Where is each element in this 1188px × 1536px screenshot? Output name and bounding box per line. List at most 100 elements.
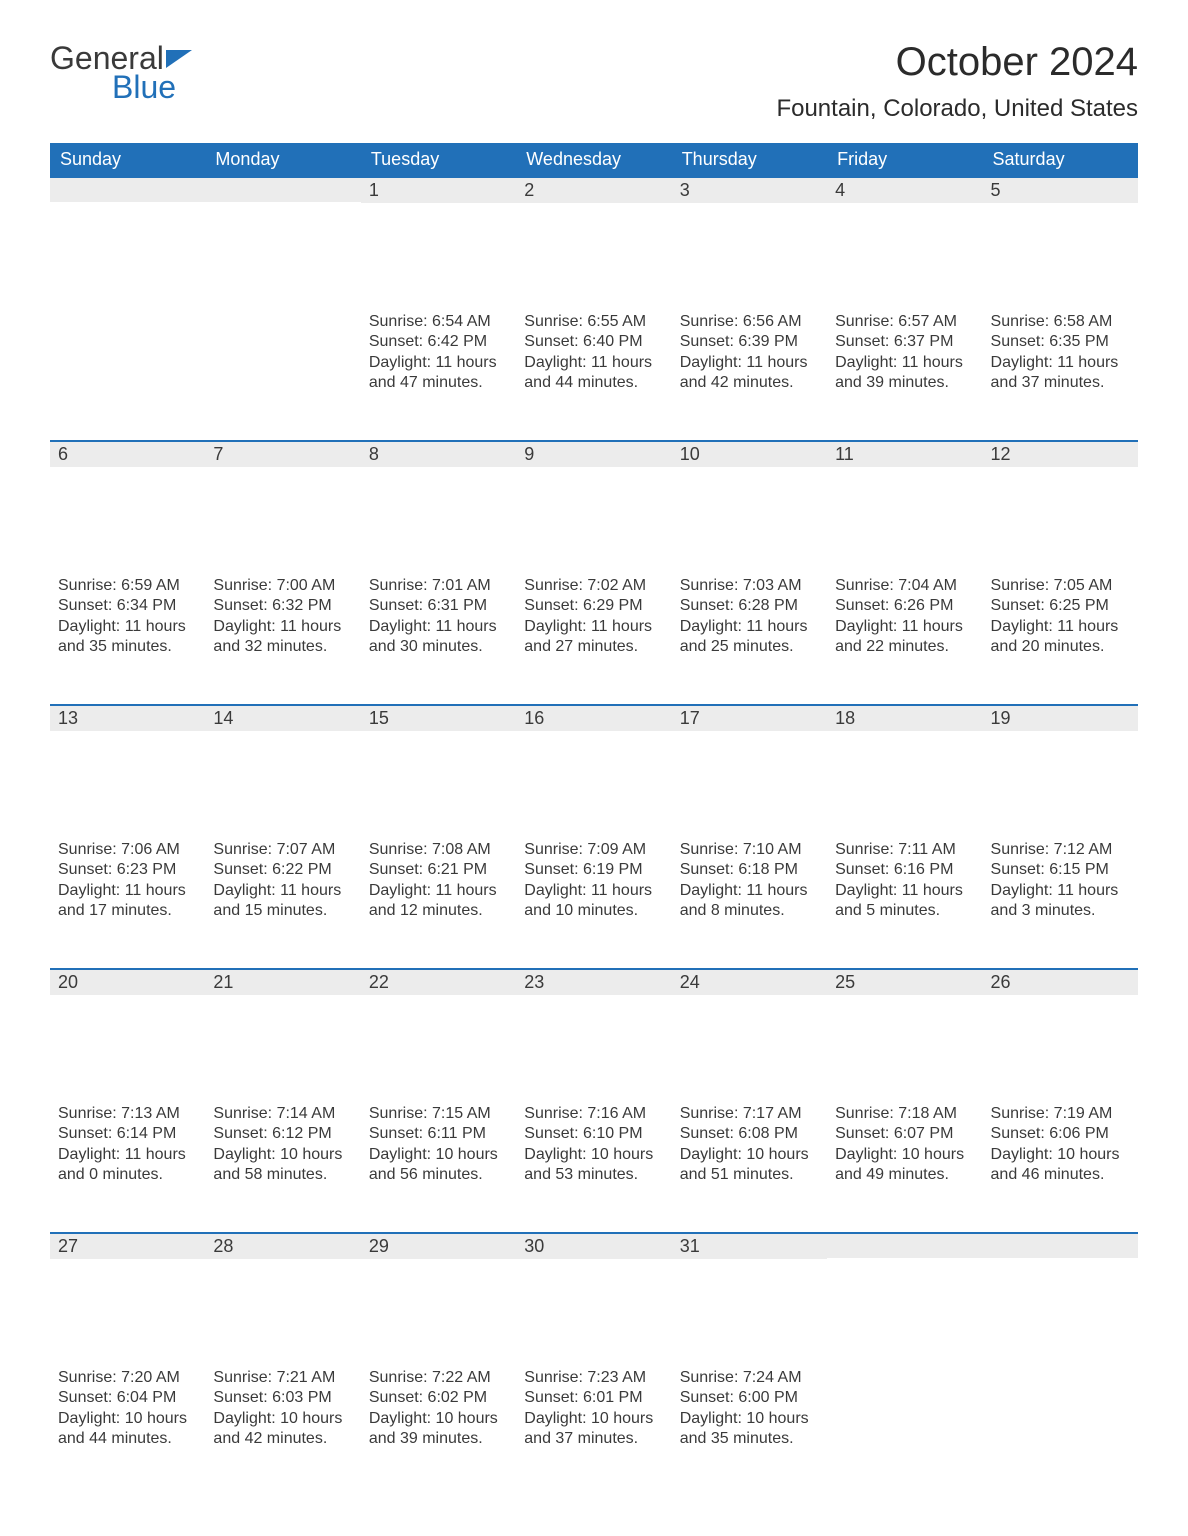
calendar-cell-head [50, 176, 205, 308]
calendar-cell-body: Sunrise: 6:55 AMSunset: 6:40 PMDaylight:… [516, 308, 671, 440]
calendar-cell-head: 9 [516, 440, 671, 572]
weekday-header: Monday [205, 143, 360, 176]
day-details: Sunrise: 7:19 AMSunset: 6:06 PMDaylight:… [983, 1100, 1138, 1204]
daylight-line: Daylight: 10 hours and 46 minutes. [991, 1145, 1130, 1186]
sunset-line: Sunset: 6:19 PM [524, 860, 663, 880]
day-number: 15 [361, 704, 516, 731]
day-details: Sunrise: 7:10 AMSunset: 6:18 PMDaylight:… [672, 836, 827, 940]
calendar-cell-body: Sunrise: 7:20 AMSunset: 6:04 PMDaylight:… [50, 1364, 205, 1496]
sunrise-line: Sunrise: 7:08 AM [369, 840, 508, 860]
day-details: Sunrise: 7:23 AMSunset: 6:01 PMDaylight:… [516, 1364, 671, 1468]
day-details: Sunrise: 7:17 AMSunset: 6:08 PMDaylight:… [672, 1100, 827, 1204]
daylight-line: Daylight: 10 hours and 56 minutes. [369, 1145, 508, 1186]
sunset-line: Sunset: 6:22 PM [213, 860, 352, 880]
day-details: Sunrise: 7:06 AMSunset: 6:23 PMDaylight:… [50, 836, 205, 940]
sunset-line: Sunset: 6:32 PM [213, 596, 352, 616]
daylight-line: Daylight: 11 hours and 30 minutes. [369, 617, 508, 658]
day-details: Sunrise: 7:08 AMSunset: 6:21 PMDaylight:… [361, 836, 516, 940]
day-details: Sunrise: 7:05 AMSunset: 6:25 PMDaylight:… [983, 572, 1138, 676]
day-details: Sunrise: 6:54 AMSunset: 6:42 PMDaylight:… [361, 308, 516, 412]
calendar-cell-head: 3 [672, 176, 827, 308]
month-title: October 2024 [776, 40, 1138, 85]
day-details: Sunrise: 6:56 AMSunset: 6:39 PMDaylight:… [672, 308, 827, 412]
calendar-cell-head: 12 [983, 440, 1138, 572]
day-details: Sunrise: 7:22 AMSunset: 6:02 PMDaylight:… [361, 1364, 516, 1468]
sunset-line: Sunset: 6:35 PM [991, 332, 1130, 352]
sunrise-line: Sunrise: 7:16 AM [524, 1104, 663, 1124]
sunset-line: Sunset: 6:23 PM [58, 860, 197, 880]
calendar-cell-body: Sunrise: 7:10 AMSunset: 6:18 PMDaylight:… [672, 836, 827, 968]
sunset-line: Sunset: 6:07 PM [835, 1124, 974, 1144]
sunset-line: Sunset: 6:03 PM [213, 1388, 352, 1408]
logo-word-2: Blue [112, 69, 192, 106]
day-details: Sunrise: 7:16 AMSunset: 6:10 PMDaylight:… [516, 1100, 671, 1204]
calendar-cell-body: Sunrise: 7:17 AMSunset: 6:08 PMDaylight:… [672, 1100, 827, 1232]
calendar-cell-head: 24 [672, 968, 827, 1100]
sunrise-line: Sunrise: 7:01 AM [369, 576, 508, 596]
day-details: Sunrise: 7:07 AMSunset: 6:22 PMDaylight:… [205, 836, 360, 940]
sunrise-line: Sunrise: 7:19 AM [991, 1104, 1130, 1124]
location-subtitle: Fountain, Colorado, United States [776, 95, 1138, 123]
calendar-cell-head: 23 [516, 968, 671, 1100]
calendar-cell-head: 31 [672, 1232, 827, 1364]
calendar-cell-body: Sunrise: 7:05 AMSunset: 6:25 PMDaylight:… [983, 572, 1138, 704]
daylight-line: Daylight: 11 hours and 42 minutes. [680, 353, 819, 394]
sunset-line: Sunset: 6:00 PM [680, 1388, 819, 1408]
calendar-cell-body: Sunrise: 7:15 AMSunset: 6:11 PMDaylight:… [361, 1100, 516, 1232]
calendar-cell-head: 20 [50, 968, 205, 1100]
logo-triangle-icon [166, 50, 192, 68]
calendar-cell-body: Sunrise: 7:19 AMSunset: 6:06 PMDaylight:… [983, 1100, 1138, 1232]
sunset-line: Sunset: 6:42 PM [369, 332, 508, 352]
daylight-line: Daylight: 11 hours and 35 minutes. [58, 617, 197, 658]
daylight-line: Daylight: 11 hours and 15 minutes. [213, 881, 352, 922]
calendar-cell-head [205, 176, 360, 308]
day-details: Sunrise: 7:11 AMSunset: 6:16 PMDaylight:… [827, 836, 982, 940]
day-details: Sunrise: 7:18 AMSunset: 6:07 PMDaylight:… [827, 1100, 982, 1204]
sunrise-line: Sunrise: 7:06 AM [58, 840, 197, 860]
day-number: 27 [50, 1232, 205, 1259]
weekday-header: Thursday [672, 143, 827, 176]
calendar-cell-head: 16 [516, 704, 671, 836]
sunrise-line: Sunrise: 7:05 AM [991, 576, 1130, 596]
calendar-cell-head: 17 [672, 704, 827, 836]
sunrise-line: Sunrise: 7:24 AM [680, 1368, 819, 1388]
calendar-cell-head: 8 [361, 440, 516, 572]
calendar-cell-head: 30 [516, 1232, 671, 1364]
daylight-line: Daylight: 11 hours and 47 minutes. [369, 353, 508, 394]
calendar-cell-body: Sunrise: 7:16 AMSunset: 6:10 PMDaylight:… [516, 1100, 671, 1232]
calendar-cell-head: 21 [205, 968, 360, 1100]
day-details: Sunrise: 6:55 AMSunset: 6:40 PMDaylight:… [516, 308, 671, 412]
sunset-line: Sunset: 6:18 PM [680, 860, 819, 880]
sunrise-line: Sunrise: 7:14 AM [213, 1104, 352, 1124]
calendar-cell-body: Sunrise: 7:13 AMSunset: 6:14 PMDaylight:… [50, 1100, 205, 1232]
day-number: 30 [516, 1232, 671, 1259]
sunset-line: Sunset: 6:40 PM [524, 332, 663, 352]
sunrise-line: Sunrise: 7:20 AM [58, 1368, 197, 1388]
calendar-table: SundayMondayTuesdayWednesdayThursdayFrid… [50, 143, 1138, 1496]
calendar-cell-head: 28 [205, 1232, 360, 1364]
sunset-line: Sunset: 6:08 PM [680, 1124, 819, 1144]
daylight-line: Daylight: 11 hours and 0 minutes. [58, 1145, 197, 1186]
daylight-line: Daylight: 11 hours and 8 minutes. [680, 881, 819, 922]
sunset-line: Sunset: 6:11 PM [369, 1124, 508, 1144]
sunset-line: Sunset: 6:01 PM [524, 1388, 663, 1408]
sunset-line: Sunset: 6:25 PM [991, 596, 1130, 616]
calendar-cell-head: 6 [50, 440, 205, 572]
calendar-cell-head: 1 [361, 176, 516, 308]
sunrise-line: Sunrise: 7:00 AM [213, 576, 352, 596]
sunrise-line: Sunrise: 7:22 AM [369, 1368, 508, 1388]
daylight-line: Daylight: 11 hours and 44 minutes. [524, 353, 663, 394]
day-details: Sunrise: 7:20 AMSunset: 6:04 PMDaylight:… [50, 1364, 205, 1468]
sunrise-line: Sunrise: 6:59 AM [58, 576, 197, 596]
daylight-line: Daylight: 10 hours and 37 minutes. [524, 1409, 663, 1450]
day-number: 12 [983, 440, 1138, 467]
day-number: 25 [827, 968, 982, 995]
day-number: 31 [672, 1232, 827, 1259]
day-details: Sunrise: 7:21 AMSunset: 6:03 PMDaylight:… [205, 1364, 360, 1468]
day-number: 14 [205, 704, 360, 731]
daylight-line: Daylight: 10 hours and 58 minutes. [213, 1145, 352, 1186]
day-number: 6 [50, 440, 205, 467]
sunrise-line: Sunrise: 7:02 AM [524, 576, 663, 596]
daylight-line: Daylight: 11 hours and 27 minutes. [524, 617, 663, 658]
sunrise-line: Sunrise: 7:03 AM [680, 576, 819, 596]
